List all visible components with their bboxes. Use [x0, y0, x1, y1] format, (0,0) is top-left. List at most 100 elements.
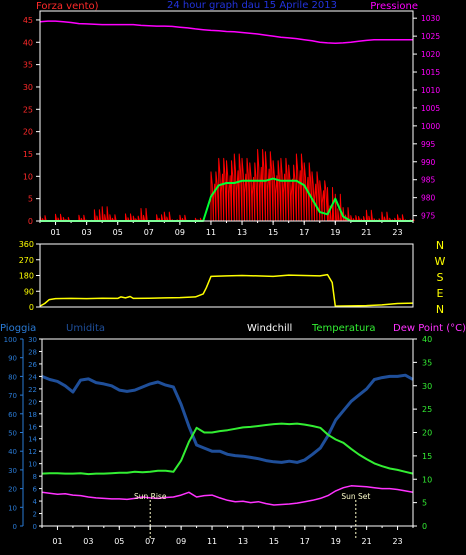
- humidity-axis-tick-label: 20: [28, 398, 37, 406]
- rain-axis-tick-label: 90: [8, 355, 17, 363]
- pressure-axis-tick-label: 985: [421, 176, 436, 185]
- wind-axis-tick-label: 20: [23, 128, 33, 137]
- chart-title: 24 hour graph dau 15 Aprile 2013: [167, 0, 337, 11]
- compass-label-w: W: [435, 255, 446, 268]
- hour-tick-label: 01: [50, 228, 60, 237]
- hour-tick-label: 07: [144, 228, 154, 237]
- rain-axis-tick-label: 60: [8, 411, 17, 419]
- compass-label-n: N: [436, 239, 444, 252]
- hour-tick-label: 01: [52, 537, 62, 546]
- pressure-axis-tick-label: 1020: [421, 50, 440, 59]
- humidity-axis-tick-label: 4: [33, 498, 38, 506]
- temperature-axis-tick-label: 10: [422, 475, 432, 484]
- hour-tick-label: 21: [361, 228, 371, 237]
- wind-axis-tick-label: 40: [23, 38, 33, 47]
- temperature-axis-tick-label: 25: [422, 405, 432, 414]
- pressure-axis-title: Pressione: [370, 1, 418, 12]
- humidity-axis-tick-label: 6: [33, 486, 38, 494]
- pressure-axis-tick-label: 975: [421, 212, 436, 221]
- wind-axis-tick-label: 25: [23, 105, 33, 114]
- pressure-axis-tick-label: 1010: [421, 86, 440, 95]
- hour-tick-label: 15: [268, 228, 278, 237]
- temperature-axis-tick-label: 15: [422, 452, 432, 461]
- hour-tick-label: 03: [82, 228, 92, 237]
- pressure-axis-tick-label: 1000: [421, 122, 440, 131]
- rain-axis-tick-label: 10: [8, 504, 17, 512]
- hour-tick-label: 05: [113, 228, 123, 237]
- rain-axis-tick-label: 80: [8, 373, 17, 381]
- hour-tick-label: 17: [299, 228, 309, 237]
- direction-axis-tick-label: 90: [24, 287, 34, 296]
- direction-axis-tick-label: 360: [19, 240, 34, 249]
- rain-axis-tick-label: 40: [8, 448, 17, 456]
- sunrise-label: Sun Rise: [134, 492, 167, 501]
- wind-axis-tick-label: 0: [28, 217, 33, 226]
- humidity-axis-tick-label: 26: [28, 361, 37, 369]
- temperature-series: [41, 422, 414, 476]
- pressure-axis-tick-label: 1030: [421, 14, 440, 23]
- legend-1: Umidita: [66, 323, 105, 334]
- humidity-axis-tick-label: 28: [28, 348, 37, 356]
- humidity-axis-tick-label: 2: [33, 511, 37, 519]
- hour-tick-label: 15: [269, 537, 279, 546]
- direction-axis-tick-label: 270: [19, 256, 34, 265]
- pressure-axis-tick-label: 1025: [421, 32, 440, 41]
- humidity-axis-tick-label: 14: [28, 436, 37, 444]
- hour-tick-label: 09: [176, 537, 186, 546]
- dewpoint-series: [41, 485, 414, 506]
- hour-tick-label: 19: [331, 537, 341, 546]
- pressure-axis-tick-label: 1005: [421, 104, 440, 113]
- hour-tick-label: 23: [392, 537, 402, 546]
- pressure-series: [39, 20, 413, 45]
- compass-label-e: E: [437, 287, 444, 300]
- humidity-axis-tick-label: 10: [28, 461, 37, 469]
- wind-panel-frame: [39, 10, 414, 222]
- humidity-axis-tick-label: 22: [28, 386, 37, 394]
- legend-4: Dew Point (°C): [393, 323, 466, 334]
- humidity-axis-tick-label: 8: [33, 473, 37, 481]
- rain-axis-tick-label: 30: [8, 467, 17, 475]
- humidity-axis-tick-label: 0: [33, 523, 37, 531]
- humidity-axis-tick-label: 30: [28, 336, 37, 344]
- hour-tick-label: 13: [238, 537, 248, 546]
- hour-tick-label: 21: [362, 537, 372, 546]
- temperature-axis-tick-label: 35: [422, 358, 432, 367]
- wind-gust-series: [39, 149, 415, 222]
- humidity-axis-tick-label: 18: [28, 411, 37, 419]
- hour-tick-label: 07: [145, 537, 155, 546]
- rain-axis-tick-label: 20: [8, 486, 17, 494]
- hour-tick-label: 13: [237, 228, 247, 237]
- climate-panel-frame: [41, 338, 414, 527]
- wind-axis-tick-label: 35: [23, 61, 33, 70]
- pressure-axis-tick-label: 1015: [421, 68, 440, 77]
- wind-axis-tick-label: 5: [28, 195, 33, 204]
- humidity-series: [41, 373, 414, 464]
- rain-axis-tick-label: 100: [4, 336, 17, 344]
- wind-axis-tick-label: 10: [23, 172, 33, 181]
- compass-label-s: S: [437, 271, 444, 284]
- humidity-axis-tick-label: 24: [28, 373, 37, 381]
- hour-tick-label: 19: [330, 228, 340, 237]
- sunset-label: Sun Set: [341, 492, 370, 501]
- pressure-axis-tick-label: 995: [421, 140, 436, 149]
- temperature-axis-tick-label: 40: [422, 335, 432, 344]
- direction-axis-tick-label: 0: [29, 303, 34, 312]
- temperature-axis-tick-label: 30: [422, 382, 432, 391]
- rain-axis-tick-label: 70: [8, 392, 17, 400]
- hour-tick-label: 09: [175, 228, 185, 237]
- pressure-axis-tick-label: 980: [421, 194, 436, 203]
- legend-2: Windchill: [247, 323, 292, 334]
- compass-label-n: N: [436, 303, 444, 316]
- direction-panel-frame: [39, 243, 414, 308]
- wind-axis-title: Forza vento): [36, 1, 99, 12]
- wind-axis-tick-label: 15: [23, 150, 33, 159]
- humidity-axis-tick-label: 16: [28, 423, 37, 431]
- temperature-axis-tick-label: 0: [422, 522, 427, 531]
- humidity-axis-tick-label: 12: [28, 448, 37, 456]
- temperature-axis-tick-label: 20: [422, 429, 432, 438]
- rain-axis-tick-label: 0: [13, 523, 17, 531]
- legend-3: Temperatura: [311, 323, 376, 334]
- hour-tick-label: 03: [83, 537, 93, 546]
- hour-tick-label: 11: [207, 537, 217, 546]
